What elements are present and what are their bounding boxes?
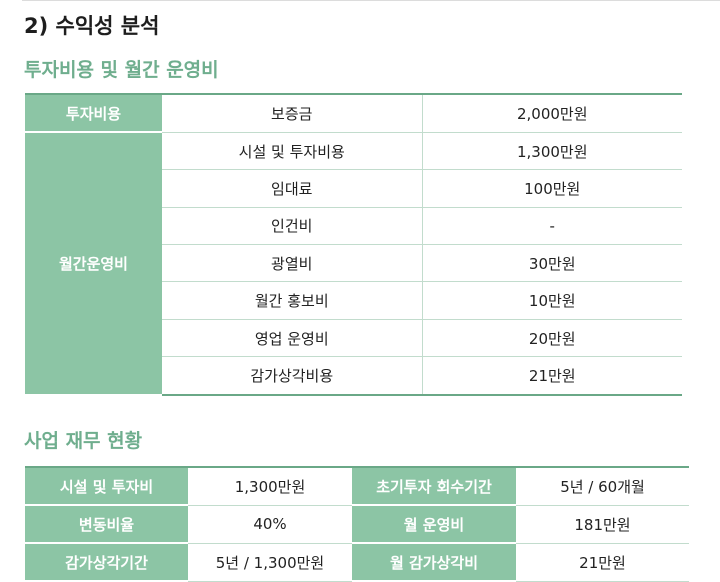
item-cell: 월간 홍보비 — [162, 281, 423, 320]
investment-table-title: 투자비용 및 월간 운영비 — [24, 59, 219, 81]
table-row: 시설 및 투자비 1,300만원 초기투자 회수기간 5년 / 60개월 — [25, 467, 689, 506]
amount-cell: - — [422, 207, 682, 246]
amount-cell: 20만원 — [422, 319, 682, 358]
item-cell: 영업 운영비 — [162, 319, 423, 358]
amount-cell: 10만원 — [422, 281, 682, 320]
value-cell: 1,300만원 — [188, 467, 352, 506]
amount-cell: 2,000만원 — [422, 94, 682, 133]
item-cell: 보증금 — [162, 94, 423, 133]
label-cell: 시설 및 투자비 — [25, 467, 188, 506]
label-cell: 변동비율 — [25, 505, 188, 544]
amount-cell: 1,300만원 — [422, 132, 682, 171]
top-divider — [22, 0, 720, 1]
table-row: 감가상각비용 21만원 — [25, 356, 682, 396]
amount-cell: 21만원 — [422, 356, 682, 396]
amount-cell: 30만원 — [422, 244, 682, 283]
item-cell: 인건비 — [162, 207, 423, 246]
table-row: 영업 운영비 20만원 — [25, 319, 682, 358]
item-cell: 시설 및 투자비용 — [162, 132, 423, 171]
section-title: 2) 수익성 분석 — [24, 14, 160, 38]
table-row: 투자비용 보증금 2,000만원 — [25, 94, 682, 134]
category-cell-monthly: 월간운영비 — [25, 132, 162, 396]
investment-cost-table: 투자비용 보증금 2,000만원 월간운영비 시설 및 투자비용 1,300만원… — [25, 93, 682, 396]
value-cell: 21만원 — [516, 543, 689, 582]
item-cell: 임대료 — [162, 169, 423, 208]
value-cell: 181만원 — [516, 505, 689, 544]
category-cell-investment: 투자비용 — [25, 94, 162, 134]
table-row: 월간운영비 시설 및 투자비용 1,300만원 — [25, 132, 682, 396]
table-row: 변동비율 40% 월 운영비 181만원 — [25, 505, 689, 544]
label-cell: 초기투자 회수기간 — [352, 467, 516, 506]
label-cell: 월 감가상각비 — [352, 543, 516, 582]
value-cell: 5년 / 60개월 — [516, 467, 689, 506]
table-row: 인건비 - — [25, 207, 682, 246]
value-cell: 40% — [188, 505, 352, 544]
table-row: 임대료 100만원 — [25, 169, 682, 208]
finance-table-title: 사업 재무 현황 — [24, 430, 143, 452]
business-finance-table: 시설 및 투자비 1,300만원 초기투자 회수기간 5년 / 60개월 변동비… — [25, 466, 689, 582]
amount-cell: 100만원 — [422, 169, 682, 208]
item-cell: 감가상각비용 — [162, 356, 423, 396]
label-cell: 월 운영비 — [352, 505, 516, 544]
label-cell: 감가상각기간 — [25, 543, 188, 582]
item-cell: 광열비 — [162, 244, 423, 283]
value-cell: 5년 / 1,300만원 — [188, 543, 352, 582]
table-row: 광열비 30만원 — [25, 244, 682, 283]
table-row: 월간 홍보비 10만원 — [25, 281, 682, 320]
table-row: 감가상각기간 5년 / 1,300만원 월 감가상각비 21만원 — [25, 543, 689, 582]
